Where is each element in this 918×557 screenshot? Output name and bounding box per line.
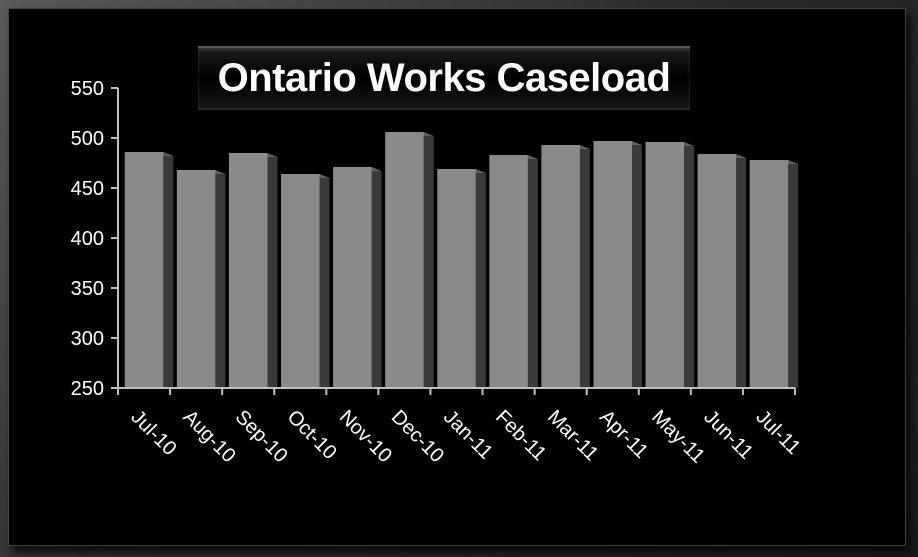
bar bbox=[333, 167, 372, 388]
bar bbox=[489, 155, 528, 388]
x-tick-label: Feb-11 bbox=[491, 406, 550, 465]
bar bbox=[645, 142, 685, 388]
bar bbox=[228, 153, 268, 388]
y-tick-label: 300 bbox=[71, 328, 104, 350]
bar bbox=[437, 169, 476, 388]
y-tick-label: 350 bbox=[71, 278, 104, 300]
bar-side bbox=[163, 154, 174, 388]
x-tick-label: Dec-10 bbox=[387, 406, 448, 467]
x-tick-label: Jan-11 bbox=[439, 406, 497, 464]
bar-side bbox=[527, 157, 538, 388]
bar bbox=[749, 160, 789, 388]
bar bbox=[124, 152, 164, 388]
chart-title: Ontario Works Caseload bbox=[217, 56, 671, 100]
bar bbox=[593, 141, 632, 388]
bar bbox=[176, 170, 216, 388]
bar-side bbox=[684, 144, 695, 388]
x-tick-label: Sep-10 bbox=[231, 406, 292, 467]
x-tick-label: Aug-10 bbox=[179, 406, 240, 467]
y-tick-label: 550 bbox=[71, 78, 104, 100]
y-tick-label: 450 bbox=[71, 178, 104, 200]
x-tick-label: May-11 bbox=[647, 406, 709, 468]
bar-side bbox=[475, 171, 486, 388]
x-tick-label: Jul-10 bbox=[127, 406, 181, 460]
x-tick-label: Jul-11 bbox=[751, 406, 804, 459]
bar-side bbox=[423, 134, 434, 388]
y-tick-label: 250 bbox=[71, 378, 104, 400]
x-tick-label: Oct-10 bbox=[283, 406, 341, 464]
bar bbox=[541, 145, 580, 388]
y-tick-label: 500 bbox=[71, 128, 104, 150]
x-tick-label: Mar-11 bbox=[543, 406, 602, 465]
bar-side bbox=[371, 169, 382, 388]
bar-side bbox=[788, 162, 799, 388]
bar bbox=[385, 132, 424, 388]
bar-side bbox=[267, 155, 278, 388]
chart-title-box: Ontario Works Caseload bbox=[198, 46, 690, 110]
x-tick-label: Apr-11 bbox=[595, 406, 652, 463]
bar-side bbox=[631, 143, 642, 388]
bar bbox=[281, 174, 320, 388]
bar-side bbox=[736, 156, 747, 388]
y-tick-label: 400 bbox=[71, 228, 104, 250]
x-tick-label: Jun-11 bbox=[699, 406, 757, 464]
bar bbox=[697, 154, 737, 388]
bar-side bbox=[215, 172, 226, 388]
bar-side bbox=[579, 147, 590, 388]
x-tick-label: Nov-10 bbox=[335, 406, 396, 467]
bar-side bbox=[319, 176, 330, 388]
